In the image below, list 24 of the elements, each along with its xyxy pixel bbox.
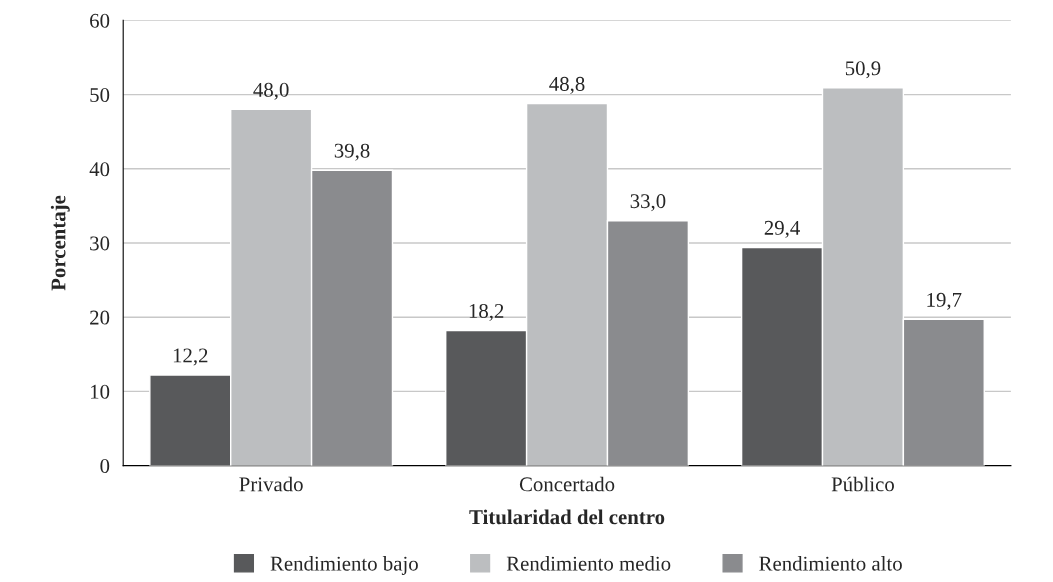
data-label: 12,2 bbox=[173, 348, 208, 366]
x-tick-label: Público bbox=[831, 476, 894, 492]
data-label: 39,8 bbox=[334, 143, 370, 161]
legend-label: Rendimiento alto bbox=[759, 556, 902, 571]
y-axis-title: Porcentaje bbox=[50, 195, 70, 291]
y-tick-label: 10 bbox=[91, 384, 110, 399]
data-label: 18,2 bbox=[469, 303, 504, 321]
y-tick-label: 20 bbox=[90, 310, 110, 325]
y-tick-label: 30 bbox=[90, 236, 110, 251]
data-label: 48,0 bbox=[253, 82, 289, 100]
data-label: 50,9 bbox=[845, 61, 881, 79]
data-label: 29,4 bbox=[764, 220, 800, 238]
legend-label: Rendimiento medio bbox=[506, 556, 671, 571]
data-label: 48,8 bbox=[549, 76, 585, 94]
data-label: 19,7 bbox=[927, 292, 962, 310]
y-tick-label: 60 bbox=[90, 13, 110, 28]
x-tick-label: Concertado bbox=[519, 476, 615, 492]
x-axis-title: Titularidad del centro bbox=[469, 509, 665, 525]
x-tick-label: Privado bbox=[239, 476, 303, 492]
y-tick-label: 50 bbox=[90, 87, 110, 103]
data-label: 33,0 bbox=[630, 194, 666, 212]
y-tick-label: 0 bbox=[100, 458, 110, 474]
legend-label: Rendimiento bajo bbox=[270, 556, 418, 575]
y-tick-label: 40 bbox=[89, 162, 110, 177]
